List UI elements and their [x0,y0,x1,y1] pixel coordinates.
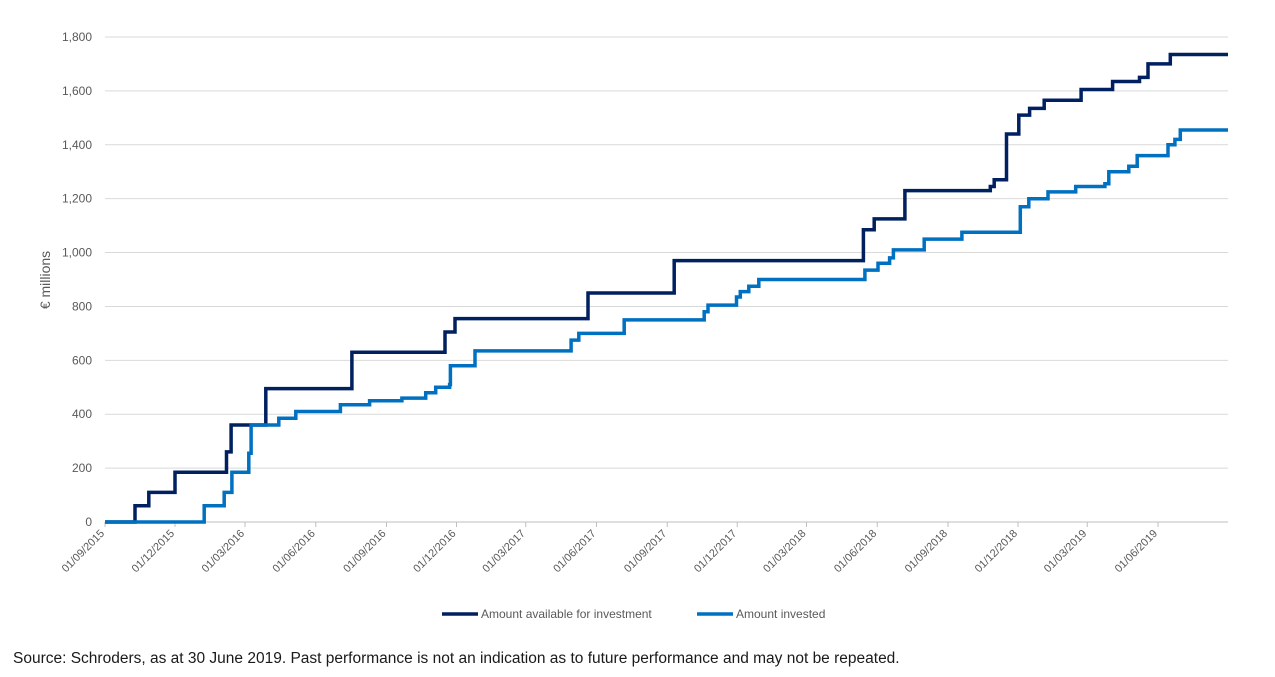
x-tick-label: 01/06/2017 [551,528,598,575]
x-tick-label: 01/06/2018 [832,528,879,575]
x-tick-label: 01/06/2016 [270,528,317,575]
x-tick-label: 01/03/2018 [761,528,808,575]
x-tick-label: 01/09/2017 [622,528,669,575]
y-tick-label: 600 [72,353,92,367]
x-tick-label: 01/06/2019 [1113,528,1160,575]
x-tick-label: 01/12/2018 [973,528,1020,575]
legend: Amount available for investment Amount in… [442,607,825,621]
y-tick-label: 800 [72,299,92,313]
y-tick-label: 0 [85,515,92,529]
series-line-1 [105,52,1228,524]
y-tick-label: 1,000 [62,246,92,260]
y-tick-label: 1,200 [62,192,92,206]
x-axis: 01/09/2015 01/12/2015 01/03/2016 01/06/2016… [60,521,1228,575]
y-tick-label: 1,400 [62,138,92,152]
y-tick-label: 400 [72,407,92,421]
gridlines [105,36,1228,469]
y-tick-label: 1,600 [62,84,92,98]
x-tick-label: 01/03/2017 [480,528,527,575]
series-line-2 [105,128,1228,524]
legend-label: Amount available for investment [481,607,652,621]
x-tick-label: 01/12/2016 [411,528,458,575]
x-tick-label: 01/03/2016 [200,528,247,575]
y-axis-ticks: 0 200 400 600 800 1,000 1,200 1,400 1,600 1,800 [62,30,92,529]
source-note: Source: Schroders, as at 30 June 2019. P… [13,650,900,667]
x-tick-label: 01/12/2015 [130,528,177,575]
x-tick-label: 01/12/2017 [692,528,739,575]
legend-label: Amount invested [736,607,825,621]
y-tick-label: 1,800 [62,30,92,44]
y-axis-label: € millions [37,251,53,309]
x-tick-label: 01/09/2018 [903,528,950,575]
data-series [105,52,1228,524]
x-tick-label: 01/09/2016 [341,528,388,575]
x-tick-label: 01/09/2015 [60,528,107,575]
y-tick-label: 200 [72,461,92,475]
x-tick-label: 01/03/2019 [1042,528,1089,575]
